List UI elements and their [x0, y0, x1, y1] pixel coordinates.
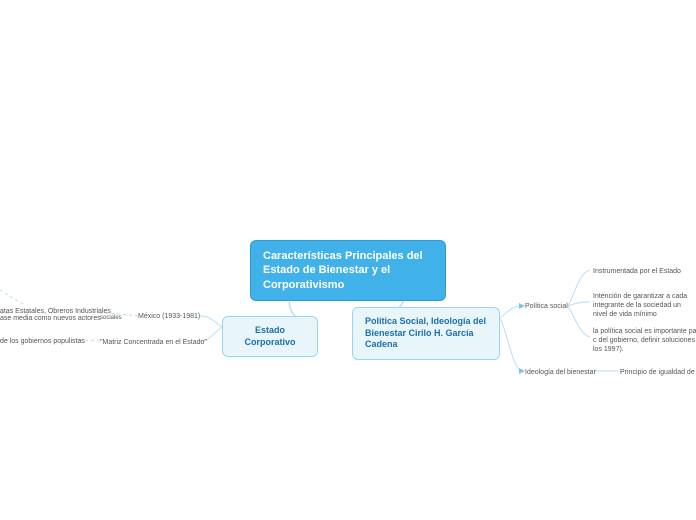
leaf-matriz[interactable]: "Matriz Concentrada en el Estado" — [100, 338, 207, 347]
leaf-politica-importante[interactable]: la política social es importante para c … — [593, 327, 696, 354]
root-node[interactable]: Características Principales del Estado d… — [250, 240, 446, 301]
branch-estado-corporativo[interactable]: Estado Corporativo — [222, 316, 318, 357]
leaf-ideologia-bienestar[interactable]: Ideología del bienestar — [525, 368, 596, 377]
leaf-instrumentada[interactable]: Instrumentada por el Estado — [593, 267, 681, 276]
leaf-politica-social[interactable]: Política social — [525, 302, 568, 311]
mindmap-canvas: Características Principales del Estado d… — [0, 0, 696, 520]
branch-politica-social-ideologia[interactable]: Política Social, Ideología del Bienestar… — [352, 307, 500, 360]
leaf-intencion[interactable]: Intención de garantizar a cada integrant… — [593, 292, 693, 319]
leaf-sociales[interactable]: sociales — [100, 315, 122, 323]
leaf-mexico[interactable]: México (1933-1981) — [138, 312, 200, 321]
leaf-populistas[interactable]: de los gobiernos populistas — [0, 337, 85, 346]
leaf-principio-igualdad[interactable]: Principio de igualdad de op — [620, 368, 696, 377]
leaf-obreros-b[interactable]: ase media como nuevos actores — [0, 314, 101, 323]
